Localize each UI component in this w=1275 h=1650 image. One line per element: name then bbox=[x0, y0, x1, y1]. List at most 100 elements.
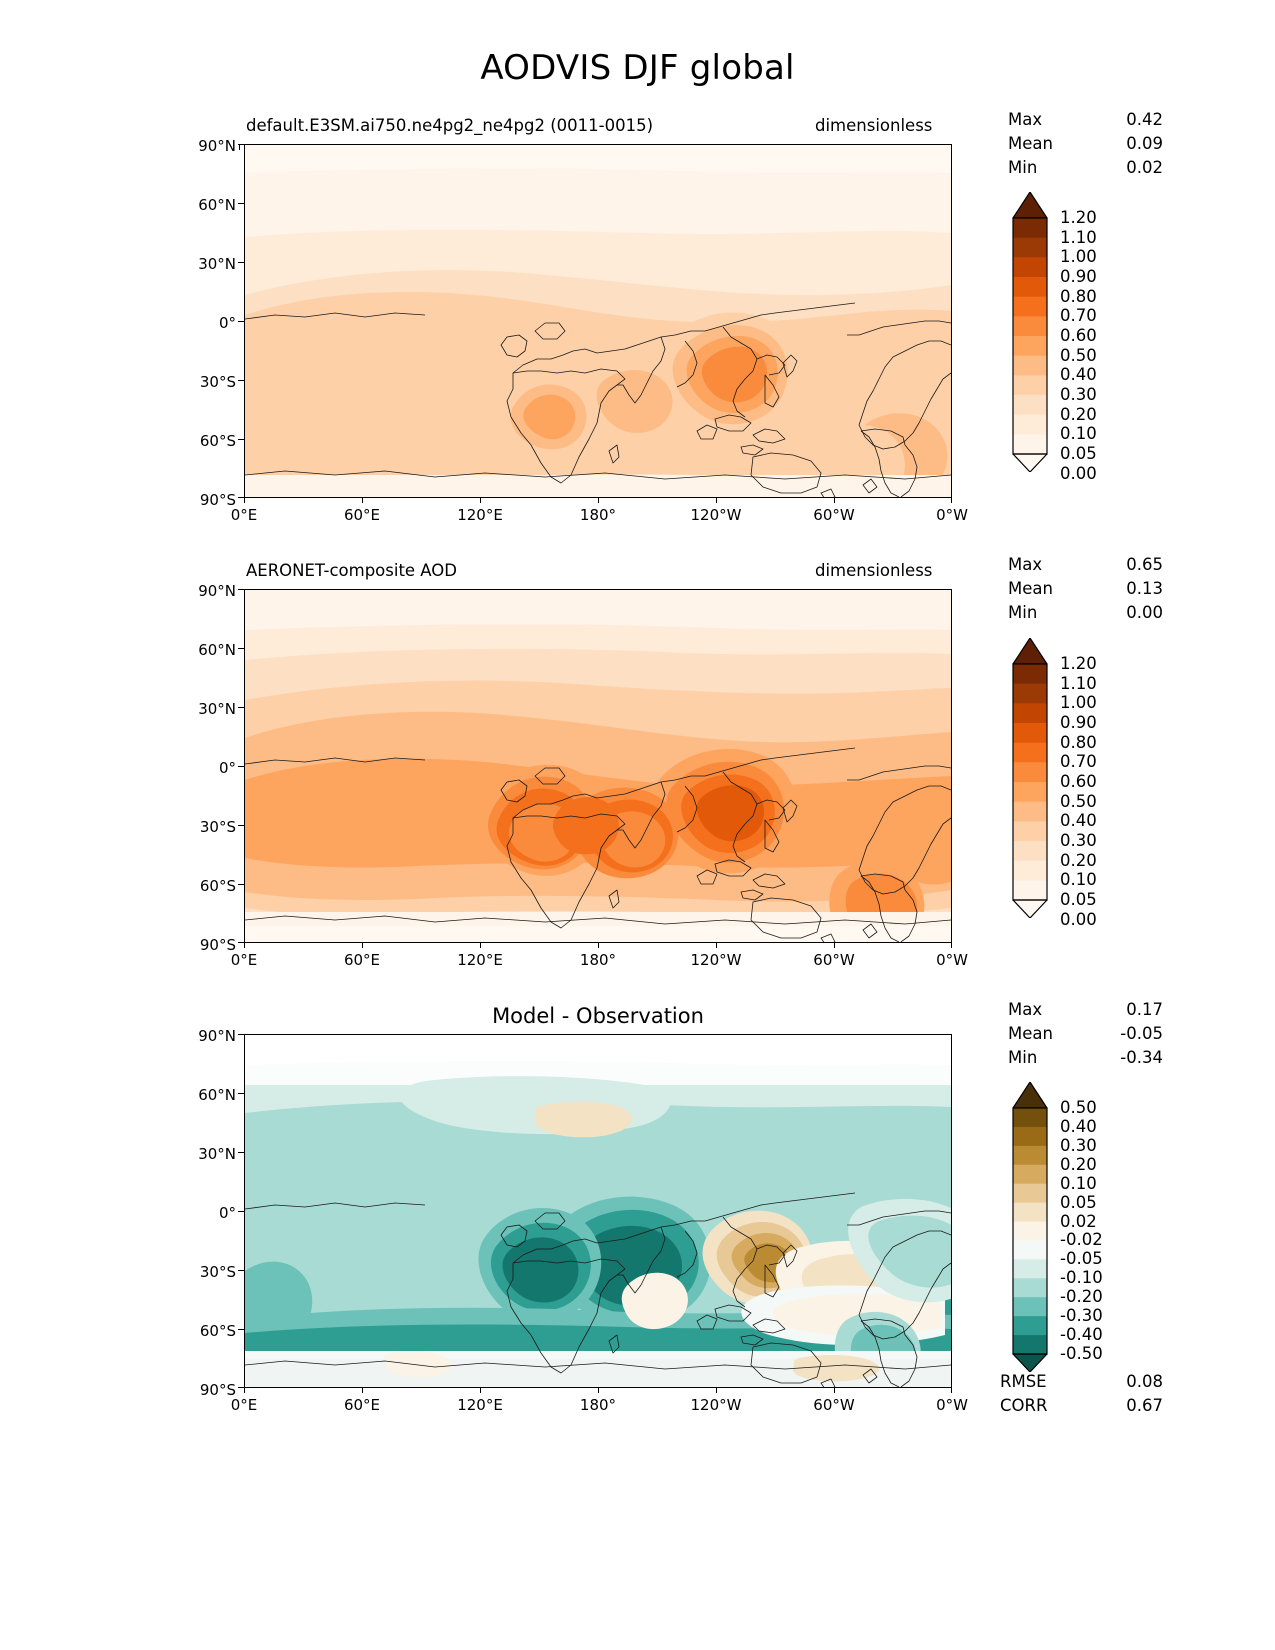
colorbar-tick-label: -0.10 bbox=[1060, 1268, 1103, 1288]
colorbar-tick-label: 0.05 bbox=[1060, 444, 1097, 463]
panel-difference-extra-stats: RMSE 0.08 CORR 0.67 bbox=[1000, 1372, 1163, 1420]
ytick-label: 30°S bbox=[199, 1263, 236, 1281]
stat-row: Mean -0.05 bbox=[1008, 1024, 1163, 1048]
xtick-label: 120°E bbox=[457, 951, 503, 969]
xtick-label: 0°E bbox=[230, 1396, 258, 1414]
xtick-label: 0°E bbox=[230, 951, 258, 969]
colorbar-tick-label: 0.80 bbox=[1060, 286, 1097, 306]
ytick-label: 0° bbox=[218, 314, 236, 332]
panel-model-colorbar-ticks: 1.20 1.10 1.00 0.90 0.80 0.70 0.60 0.50 0.40 0.30… bbox=[1060, 192, 1146, 483]
colorbar-tick-label: -0.05 bbox=[1060, 1249, 1103, 1269]
stat-key: Max bbox=[1008, 110, 1043, 129]
ytick-label: 90°N bbox=[198, 1027, 236, 1045]
stat-key: Mean bbox=[1008, 579, 1053, 598]
colorbar-tick-label: 0.20 bbox=[1060, 850, 1097, 870]
stat-key: Min bbox=[1008, 158, 1038, 177]
ytick-label: 90°S bbox=[199, 1381, 236, 1399]
panel-model-title-left: default.E3SM.ai750.ne4pg2_ne4pg2 (0011-0… bbox=[246, 116, 654, 135]
stat-key: RMSE bbox=[1000, 1372, 1047, 1391]
colorbar-tick-label: 0.10 bbox=[1060, 870, 1097, 890]
stat-value: 0.13 bbox=[1126, 579, 1163, 598]
ytick-label: 90°N bbox=[198, 582, 236, 600]
ytick-label: 60°S bbox=[199, 877, 236, 895]
panel-model-map bbox=[244, 144, 952, 498]
colorbar-tick-label: 0.60 bbox=[1060, 772, 1097, 791]
stat-row: RMSE 0.08 bbox=[1000, 1372, 1163, 1396]
stat-value: 0.67 bbox=[1126, 1396, 1163, 1415]
colorbar-tick-label: -0.20 bbox=[1060, 1287, 1103, 1307]
xtick-label: 60°E bbox=[343, 951, 381, 969]
stat-row: CORR 0.67 bbox=[1000, 1396, 1163, 1420]
stat-value: 0.00 bbox=[1126, 603, 1163, 622]
xtick-label: 0°W bbox=[936, 506, 968, 524]
panel-observation-stats: Max 0.65 Mean 0.13 Min 0.00 bbox=[1008, 555, 1163, 627]
panel-observation-contours bbox=[245, 590, 951, 942]
colorbar-tick-label: 0.30 bbox=[1060, 385, 1097, 404]
colorbar-tick-label: 0.40 bbox=[1060, 365, 1097, 385]
ytick-label: 30°S bbox=[199, 818, 236, 836]
stat-key: Max bbox=[1008, 1000, 1043, 1019]
figure-suptitle: AODVIS DJF global bbox=[480, 48, 795, 88]
panel-difference-colorbar-ticks: 0.50 0.40 0.30 0.20 0.10 0.05 0.02 -0.02 -0.05 -0… bbox=[1060, 1082, 1146, 1372]
colorbar-tick-label: -0.02 bbox=[1060, 1230, 1103, 1250]
stat-value: 0.65 bbox=[1126, 555, 1163, 574]
ytick-label: 60°S bbox=[199, 432, 236, 450]
colorbar-tick-label: 0.50 bbox=[1060, 345, 1097, 365]
colorbar-tick-label: 1.10 bbox=[1060, 227, 1097, 247]
xtick-label: 120°W bbox=[690, 1396, 742, 1414]
colorbar-tick-label: 0.02 bbox=[1060, 1211, 1097, 1231]
panel-model-colorbar bbox=[1009, 192, 1051, 472]
stat-key: Mean bbox=[1008, 134, 1053, 153]
colorbar-tick-label: 0.40 bbox=[1060, 811, 1097, 831]
stat-value: -0.05 bbox=[1120, 1024, 1163, 1043]
colorbar-tick-label: -0.50 bbox=[1060, 1344, 1103, 1363]
colorbar-tick-label: 0.30 bbox=[1060, 831, 1097, 850]
panel-difference-title: Model - Observation bbox=[492, 1004, 704, 1028]
stat-row: Max 0.42 bbox=[1008, 110, 1163, 134]
colorbar-tick-label: 1.20 bbox=[1060, 654, 1097, 673]
ytick-label: 60°S bbox=[199, 1322, 236, 1340]
colorbar-tick-label: 1.00 bbox=[1060, 247, 1097, 267]
stat-key: Mean bbox=[1008, 1024, 1053, 1043]
xtick-label: 60°W bbox=[813, 1396, 855, 1414]
xtick-label: 0°W bbox=[936, 1396, 968, 1414]
panel-model-title-right: dimensionless bbox=[815, 116, 933, 135]
panel-observation-colorbar bbox=[1009, 638, 1051, 918]
xtick-label: 120°W bbox=[690, 951, 742, 969]
colorbar-tick-label: -0.30 bbox=[1060, 1306, 1103, 1326]
colorbar-tick-label: 1.20 bbox=[1060, 208, 1097, 227]
stat-row: Mean 0.09 bbox=[1008, 134, 1163, 158]
panel-observation-title-left: AERONET-composite AOD bbox=[246, 561, 457, 580]
xtick-label: 180° bbox=[579, 506, 617, 524]
ytick-label: 30°N bbox=[198, 255, 236, 273]
stat-row: Min 0.02 bbox=[1008, 158, 1163, 182]
colorbar-tick-label: 1.00 bbox=[1060, 693, 1097, 713]
colorbar-tick-label: 1.10 bbox=[1060, 673, 1097, 693]
colorbar-tick-label: 0.80 bbox=[1060, 732, 1097, 752]
panel-difference-map bbox=[244, 1034, 952, 1388]
panel-observation-map bbox=[244, 589, 952, 943]
xtick-label: 180° bbox=[579, 951, 617, 969]
colorbar-tick-label: 0.60 bbox=[1060, 326, 1097, 345]
colorbar-tick-label: 0.00 bbox=[1060, 909, 1097, 929]
colorbar-tick-label: -0.40 bbox=[1060, 1325, 1103, 1345]
stat-value: 0.17 bbox=[1126, 1000, 1163, 1019]
panel-observation-colorbar-ticks: 1.20 1.10 1.00 0.90 0.80 0.70 0.60 0.50 0.40 0.30… bbox=[1060, 638, 1146, 929]
xtick-label: 120°W bbox=[690, 506, 742, 524]
ytick-label: 60°N bbox=[198, 641, 236, 659]
panel-difference-colorbar bbox=[1009, 1082, 1051, 1372]
colorbar-tick-label: 0.50 bbox=[1060, 791, 1097, 811]
stat-value: -0.34 bbox=[1120, 1048, 1163, 1067]
colorbar-tick-label: 0.05 bbox=[1060, 1192, 1097, 1212]
ytick-label: 90°N bbox=[198, 137, 236, 155]
xtick-label: 0°W bbox=[936, 951, 968, 969]
ytick-label: 0° bbox=[218, 1204, 236, 1222]
colorbar-tick-label: 0.05 bbox=[1060, 890, 1097, 909]
panel-difference-contours bbox=[245, 1035, 951, 1387]
ytick-label: 0° bbox=[218, 759, 236, 777]
colorbar-tick-label: 0.30 bbox=[1060, 1135, 1097, 1155]
panel-difference-stats: Max 0.17 Mean -0.05 Min -0.34 bbox=[1008, 1000, 1163, 1072]
colorbar-tick-label: 0.50 bbox=[1060, 1098, 1097, 1117]
stat-row: Min -0.34 bbox=[1008, 1048, 1163, 1072]
